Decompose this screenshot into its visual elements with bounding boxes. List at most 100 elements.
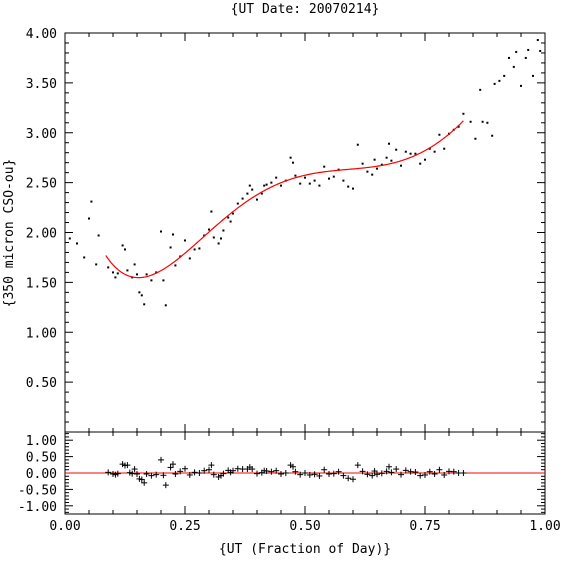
residual-point xyxy=(263,468,270,475)
residual-point xyxy=(201,467,208,474)
data-point xyxy=(536,38,539,41)
y-tick-label: 1.50 xyxy=(26,276,57,291)
residual-point xyxy=(364,471,371,478)
data-point xyxy=(275,176,278,179)
residual-point xyxy=(350,476,356,483)
data-point xyxy=(155,271,158,274)
data-point xyxy=(328,177,330,180)
data-point xyxy=(428,147,431,150)
main-plot-frame xyxy=(64,32,546,433)
residual-point xyxy=(182,465,188,472)
residual-point xyxy=(290,463,296,470)
residual-point xyxy=(160,472,167,479)
residual-point xyxy=(273,467,280,474)
residual-point xyxy=(254,470,260,477)
data-point xyxy=(222,229,225,232)
residual-point xyxy=(134,470,140,477)
data-point xyxy=(318,184,321,187)
y-tick-label: -1.00 xyxy=(18,500,57,515)
data-point xyxy=(229,220,232,223)
residual-point xyxy=(114,470,121,477)
data-point xyxy=(289,156,292,159)
data-point xyxy=(212,236,215,239)
residual-point xyxy=(268,468,275,475)
data-point xyxy=(332,175,335,178)
data-point xyxy=(361,162,364,165)
data-point xyxy=(248,184,251,187)
residual-point xyxy=(369,472,376,479)
data-point xyxy=(174,264,177,267)
data-point xyxy=(404,150,407,153)
residual-point xyxy=(143,470,150,477)
data-point xyxy=(493,82,496,85)
data-point xyxy=(220,237,222,240)
residual-point xyxy=(297,471,304,478)
data-point xyxy=(145,273,148,276)
y-tick-label: 0.50 xyxy=(26,376,57,391)
data-point xyxy=(143,303,146,306)
data-point xyxy=(532,74,534,77)
data-point xyxy=(512,65,515,68)
data-point xyxy=(376,167,378,170)
residual-point xyxy=(417,472,424,479)
data-point xyxy=(68,237,71,240)
data-point xyxy=(508,56,510,59)
data-point xyxy=(395,148,398,151)
data-point xyxy=(265,183,268,186)
x-tick-label: 1.00 xyxy=(529,519,560,534)
data-point xyxy=(256,198,258,201)
data-point xyxy=(97,234,100,237)
residual-point xyxy=(426,468,433,475)
residual-point xyxy=(345,475,352,482)
residual-point xyxy=(210,471,217,478)
data-point xyxy=(116,272,119,275)
residual-point xyxy=(177,468,184,475)
residual-point xyxy=(138,476,145,483)
residual-point xyxy=(292,468,299,475)
data-point xyxy=(462,112,465,115)
data-point xyxy=(172,233,174,236)
data-point xyxy=(260,192,263,195)
data-point xyxy=(498,79,501,82)
chart-title: {UT Date: 20070214} xyxy=(231,2,380,17)
data-point xyxy=(138,291,141,294)
main-plot-panel: 0.50 1.00 1.50 2.00 2.50 3.00 3.50 4.00 xyxy=(26,27,546,433)
residual-point xyxy=(141,479,148,486)
y-tick-label: 1.00 xyxy=(26,326,57,341)
residual-point xyxy=(170,461,176,468)
data-point xyxy=(292,161,294,164)
data-point xyxy=(198,247,201,250)
residual-point xyxy=(208,462,215,469)
data-point xyxy=(294,174,297,177)
y-axis-label: {350 micron CSO-ou} xyxy=(2,159,17,308)
y-tick-label: 3.00 xyxy=(26,127,57,142)
residual-point xyxy=(441,471,448,478)
data-point xyxy=(366,170,369,173)
data-point xyxy=(388,142,390,145)
data-point xyxy=(347,185,350,188)
data-point xyxy=(443,147,446,150)
residual-point xyxy=(374,471,380,478)
data-point xyxy=(503,74,506,77)
data-point xyxy=(162,279,165,282)
residual-point xyxy=(206,466,212,473)
residual-point xyxy=(158,456,164,463)
residual-point xyxy=(321,466,328,473)
data-point xyxy=(241,197,244,200)
data-point xyxy=(83,256,86,259)
data-point xyxy=(342,179,345,182)
data-point xyxy=(88,217,90,220)
residual-point xyxy=(282,470,289,476)
residual-point xyxy=(172,470,179,477)
data-point xyxy=(481,120,484,123)
data-point xyxy=(491,134,494,137)
y-tick-label: 2.00 xyxy=(26,227,57,242)
data-point xyxy=(352,187,354,190)
data-point xyxy=(210,210,213,213)
residual-point xyxy=(378,470,385,477)
residual-point xyxy=(316,472,323,479)
fit-curve xyxy=(105,120,464,279)
residual-point xyxy=(431,470,438,477)
